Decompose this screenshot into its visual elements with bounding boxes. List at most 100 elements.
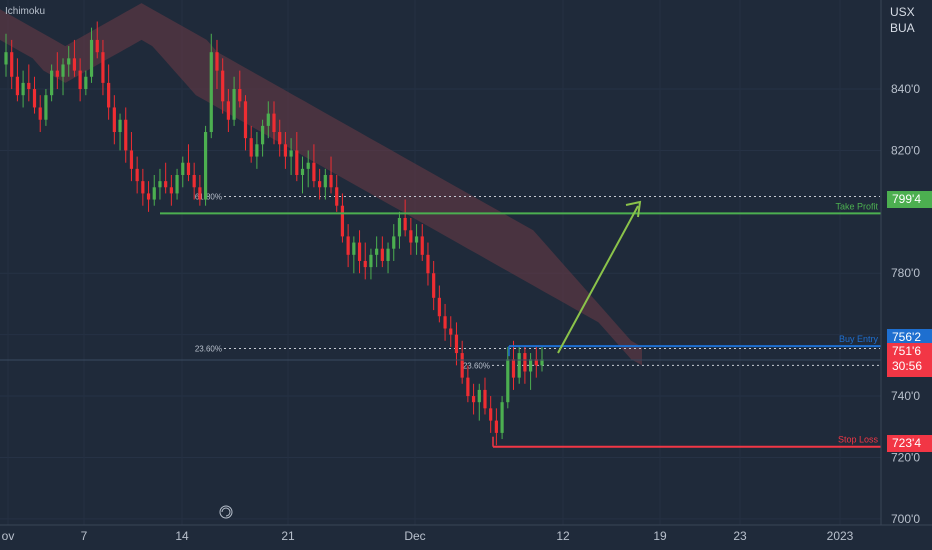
candle[interactable] <box>437 297 441 317</box>
candle[interactable] <box>101 52 105 83</box>
candle[interactable] <box>72 58 77 71</box>
candle[interactable] <box>124 119 128 151</box>
candle[interactable] <box>489 408 493 421</box>
candle[interactable] <box>164 181 168 188</box>
candle[interactable] <box>392 236 396 249</box>
candle[interactable] <box>432 273 436 298</box>
candle[interactable] <box>506 359 510 403</box>
candle[interactable] <box>426 254 430 274</box>
candle[interactable] <box>363 260 367 268</box>
candle[interactable] <box>249 138 253 157</box>
candle[interactable] <box>215 52 219 71</box>
candle[interactable] <box>67 58 71 65</box>
candle[interactable] <box>221 70 225 102</box>
candle[interactable] <box>61 64 65 77</box>
candle[interactable] <box>517 353 521 378</box>
goto-realtime-icon[interactable] <box>219 505 233 519</box>
candle[interactable] <box>278 132 282 145</box>
candle[interactable] <box>4 52 8 65</box>
candle[interactable] <box>10 52 14 77</box>
candle[interactable] <box>84 76 88 90</box>
candle[interactable] <box>477 389 481 403</box>
candle[interactable] <box>141 181 145 194</box>
candle[interactable] <box>192 175 196 188</box>
candle[interactable] <box>152 187 156 200</box>
candlesticks[interactable] <box>4 21 544 446</box>
candle[interactable] <box>27 82 31 90</box>
candle[interactable] <box>386 248 390 261</box>
candle[interactable] <box>352 242 356 255</box>
candle[interactable] <box>323 175 327 188</box>
candle[interactable] <box>329 175 333 188</box>
candle[interactable] <box>494 420 498 433</box>
candle[interactable] <box>511 359 516 378</box>
candle[interactable] <box>409 230 413 243</box>
candle[interactable] <box>78 70 82 90</box>
candle[interactable] <box>158 181 162 188</box>
candle[interactable] <box>300 168 305 175</box>
candle[interactable] <box>289 150 293 157</box>
candle[interactable] <box>243 101 248 139</box>
candle[interactable] <box>255 144 259 157</box>
candle[interactable] <box>306 162 310 169</box>
candle[interactable] <box>483 389 487 409</box>
candle[interactable] <box>295 150 299 175</box>
candle[interactable] <box>50 70 54 96</box>
candle[interactable] <box>403 217 407 231</box>
candle[interactable] <box>21 82 25 96</box>
candle[interactable] <box>528 359 533 372</box>
candle[interactable] <box>260 125 265 145</box>
candle[interactable] <box>523 353 527 372</box>
candle[interactable] <box>449 328 453 335</box>
candle[interactable] <box>175 175 179 194</box>
indicator-label[interactable]: Ichimoku <box>5 6 46 17</box>
candle[interactable] <box>226 101 230 120</box>
candle[interactable] <box>272 113 276 133</box>
candle[interactable] <box>146 193 151 200</box>
candle[interactable] <box>500 402 504 433</box>
candle[interactable] <box>135 168 139 182</box>
candle[interactable] <box>232 89 236 120</box>
candle[interactable] <box>540 359 544 366</box>
candle[interactable] <box>454 334 459 354</box>
candle[interactable] <box>44 95 48 120</box>
candle[interactable] <box>209 52 213 133</box>
projection-arrow[interactable] <box>557 200 642 354</box>
candle[interactable] <box>129 150 134 169</box>
candle[interactable] <box>181 162 185 175</box>
candle[interactable] <box>95 39 99 53</box>
candle[interactable] <box>443 316 447 329</box>
candle[interactable] <box>266 113 270 126</box>
candle[interactable] <box>414 236 419 243</box>
candle[interactable] <box>397 217 402 237</box>
trade-levels[interactable]: Take Profit Buy Entry Stop Loss <box>0 201 881 448</box>
candle[interactable] <box>460 353 464 378</box>
candle[interactable] <box>15 76 20 96</box>
candle[interactable] <box>89 39 94 77</box>
candle[interactable] <box>335 187 339 206</box>
candle[interactable] <box>55 70 59 77</box>
candle[interactable] <box>32 89 37 108</box>
candle[interactable] <box>471 396 476 403</box>
candle[interactable] <box>380 248 384 261</box>
candle[interactable] <box>107 82 111 108</box>
candle[interactable] <box>466 377 470 397</box>
candle[interactable] <box>357 242 362 261</box>
candle[interactable] <box>420 236 424 255</box>
candle[interactable] <box>375 248 379 255</box>
candle[interactable] <box>203 132 208 200</box>
arrow-line[interactable] <box>557 205 639 354</box>
candle[interactable] <box>346 236 350 255</box>
candle[interactable] <box>169 187 173 194</box>
candle[interactable] <box>186 162 191 175</box>
candle[interactable] <box>283 144 288 157</box>
candle[interactable] <box>38 107 42 120</box>
candle[interactable] <box>312 162 316 182</box>
candle[interactable] <box>238 89 242 102</box>
candle[interactable] <box>112 107 116 133</box>
candle[interactable] <box>340 205 345 237</box>
candle[interactable] <box>198 187 202 200</box>
candle[interactable] <box>369 254 373 268</box>
candle[interactable] <box>118 119 122 133</box>
